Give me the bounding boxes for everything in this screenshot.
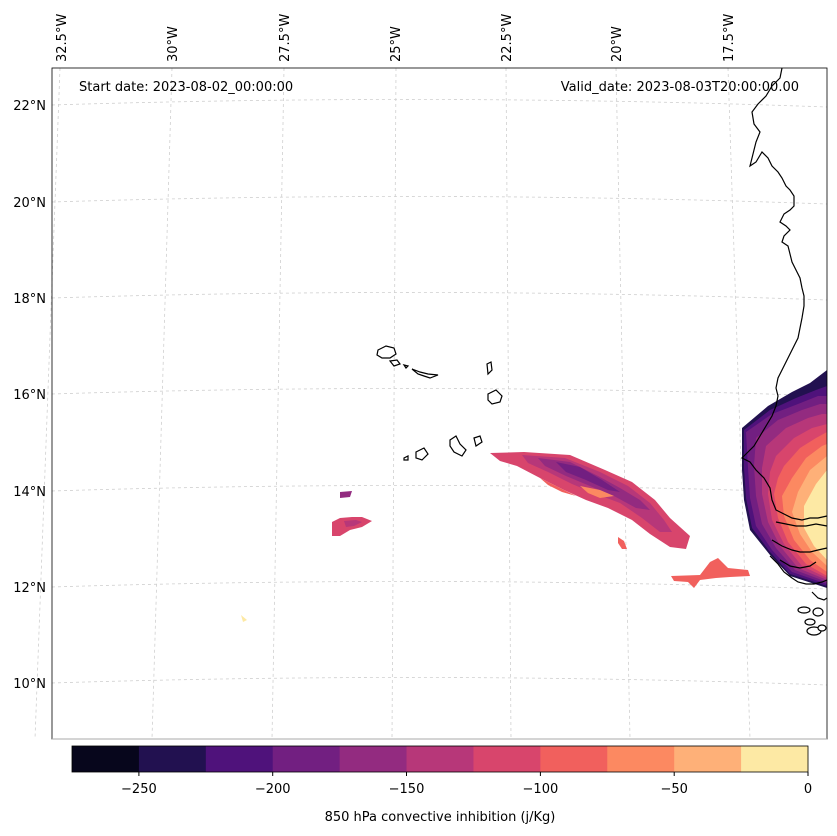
coastlines [740,67,828,636]
island-santa-luzia [402,364,410,369]
cin-coast-core [804,470,827,560]
bijagos-island-5 [817,624,827,632]
colorbar-swatch [339,746,408,772]
colorbar-swatch [674,746,742,772]
bijagos-coast [811,591,828,601]
cin-patch-a [332,517,372,536]
colorbar-tick-label: −50 [660,782,687,797]
longitude-labels: 32.5°W 30°W 27.5°W 25°W 22.5°W 20°W 17.5… [55,14,737,62]
island-fogo [415,447,429,461]
map-panel [52,68,827,739]
cin-patch-d [671,558,750,588]
africa-coastline [740,67,828,521]
colorbar-swatch [741,746,809,772]
cin-patch-a-core [344,520,362,527]
colorbar-swatch [205,746,274,772]
lat-label: 16°N [13,388,46,403]
cape-verde-islands [376,345,503,461]
casamance-coast [771,539,828,553]
lon-label: 25°W [389,26,404,62]
colorbar: −250 −200 −150 −100 −50 0 850 hPa convec… [71,745,812,825]
cin-patch-e [241,615,247,622]
lat-label: 12°N [13,581,46,596]
lon-label: 22.5°W [500,14,515,62]
bijagos-island-2 [812,607,824,617]
bijagos-island-3 [804,618,816,626]
bijagos-island-1 [797,606,811,614]
guinea-bissau-inlet [779,559,817,569]
valid-date-label: Valid_date: 2023-08-03T20:00:00.00 [561,80,799,95]
colorbar-swatch [272,746,341,772]
island-brava [403,455,409,461]
start-date-label: Start date: 2023-08-02_00:00:00 [79,80,293,95]
colorbar-tick-label: −150 [389,782,425,797]
colorbar-tick-label: 0 [804,782,812,797]
lon-label: 20°W [610,26,625,62]
island-sao-nicolau [411,368,439,379]
colorbar-swatch [406,746,474,772]
lat-label: 14°N [13,485,46,500]
lat-label: 22°N [13,99,46,114]
colorbar-swatch [473,746,541,772]
lat-label: 18°N [13,292,46,307]
colorbar-swatch [138,746,207,772]
island-boa-vista [487,389,503,405]
colorbar-swatches [72,746,809,772]
colorbar-label: 850 hPa convective inhibition (j/Kg) [325,810,556,825]
lon-label: 30°W [166,26,181,62]
colorbar-swatch [607,746,675,772]
colorbar-tick-label: −250 [121,782,157,797]
cin-band-core-dark [556,462,620,492]
lat-label: 20°N [13,196,46,211]
lon-label: 27.5°W [278,14,293,62]
cin-band-light [540,478,576,496]
cin-band-light2 [580,486,614,498]
island-santo-antao [376,345,397,359]
island-sao-vicente [388,359,401,367]
cin-band-outer [490,452,690,549]
lon-label: 32.5°W [55,14,70,62]
colorbar-tick-label: −100 [523,782,559,797]
cin-patch-c [618,537,627,549]
colorbar-ticks: −250 −200 −150 −100 −50 0 [121,772,812,797]
map-content [34,67,828,740]
lat-label: 10°N [13,677,46,692]
graticule [34,67,828,740]
island-maio [473,435,483,447]
cin-contours [241,370,827,622]
colorbar-tick-label: −200 [255,782,291,797]
cin-patch-b [340,491,352,498]
colorbar-swatch [72,746,140,772]
guinea-bissau-coast [769,555,828,585]
latitude-labels: 22°N 20°N 18°N 16°N 14°N 12°N 10°N [13,99,46,692]
colorbar-swatch [540,746,608,772]
colorbar-frame [71,745,809,773]
gambia-coast [775,521,828,527]
lon-label: 17.5°W [722,14,737,62]
island-santiago [449,435,467,457]
island-sal [486,361,493,376]
